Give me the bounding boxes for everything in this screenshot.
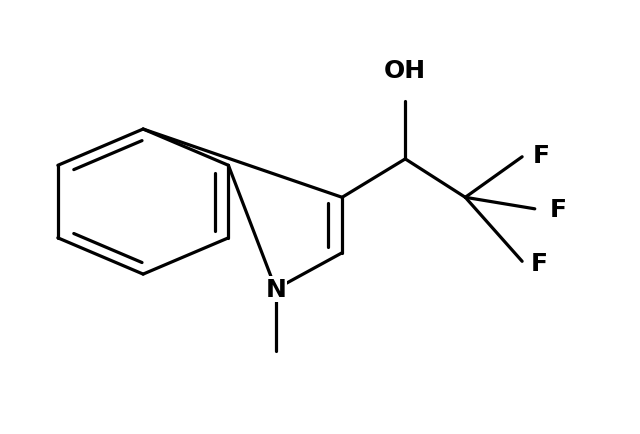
- Text: F: F: [533, 144, 550, 168]
- Text: F: F: [550, 198, 567, 222]
- Text: OH: OH: [384, 59, 426, 83]
- Text: N: N: [266, 277, 286, 301]
- Text: F: F: [531, 252, 547, 276]
